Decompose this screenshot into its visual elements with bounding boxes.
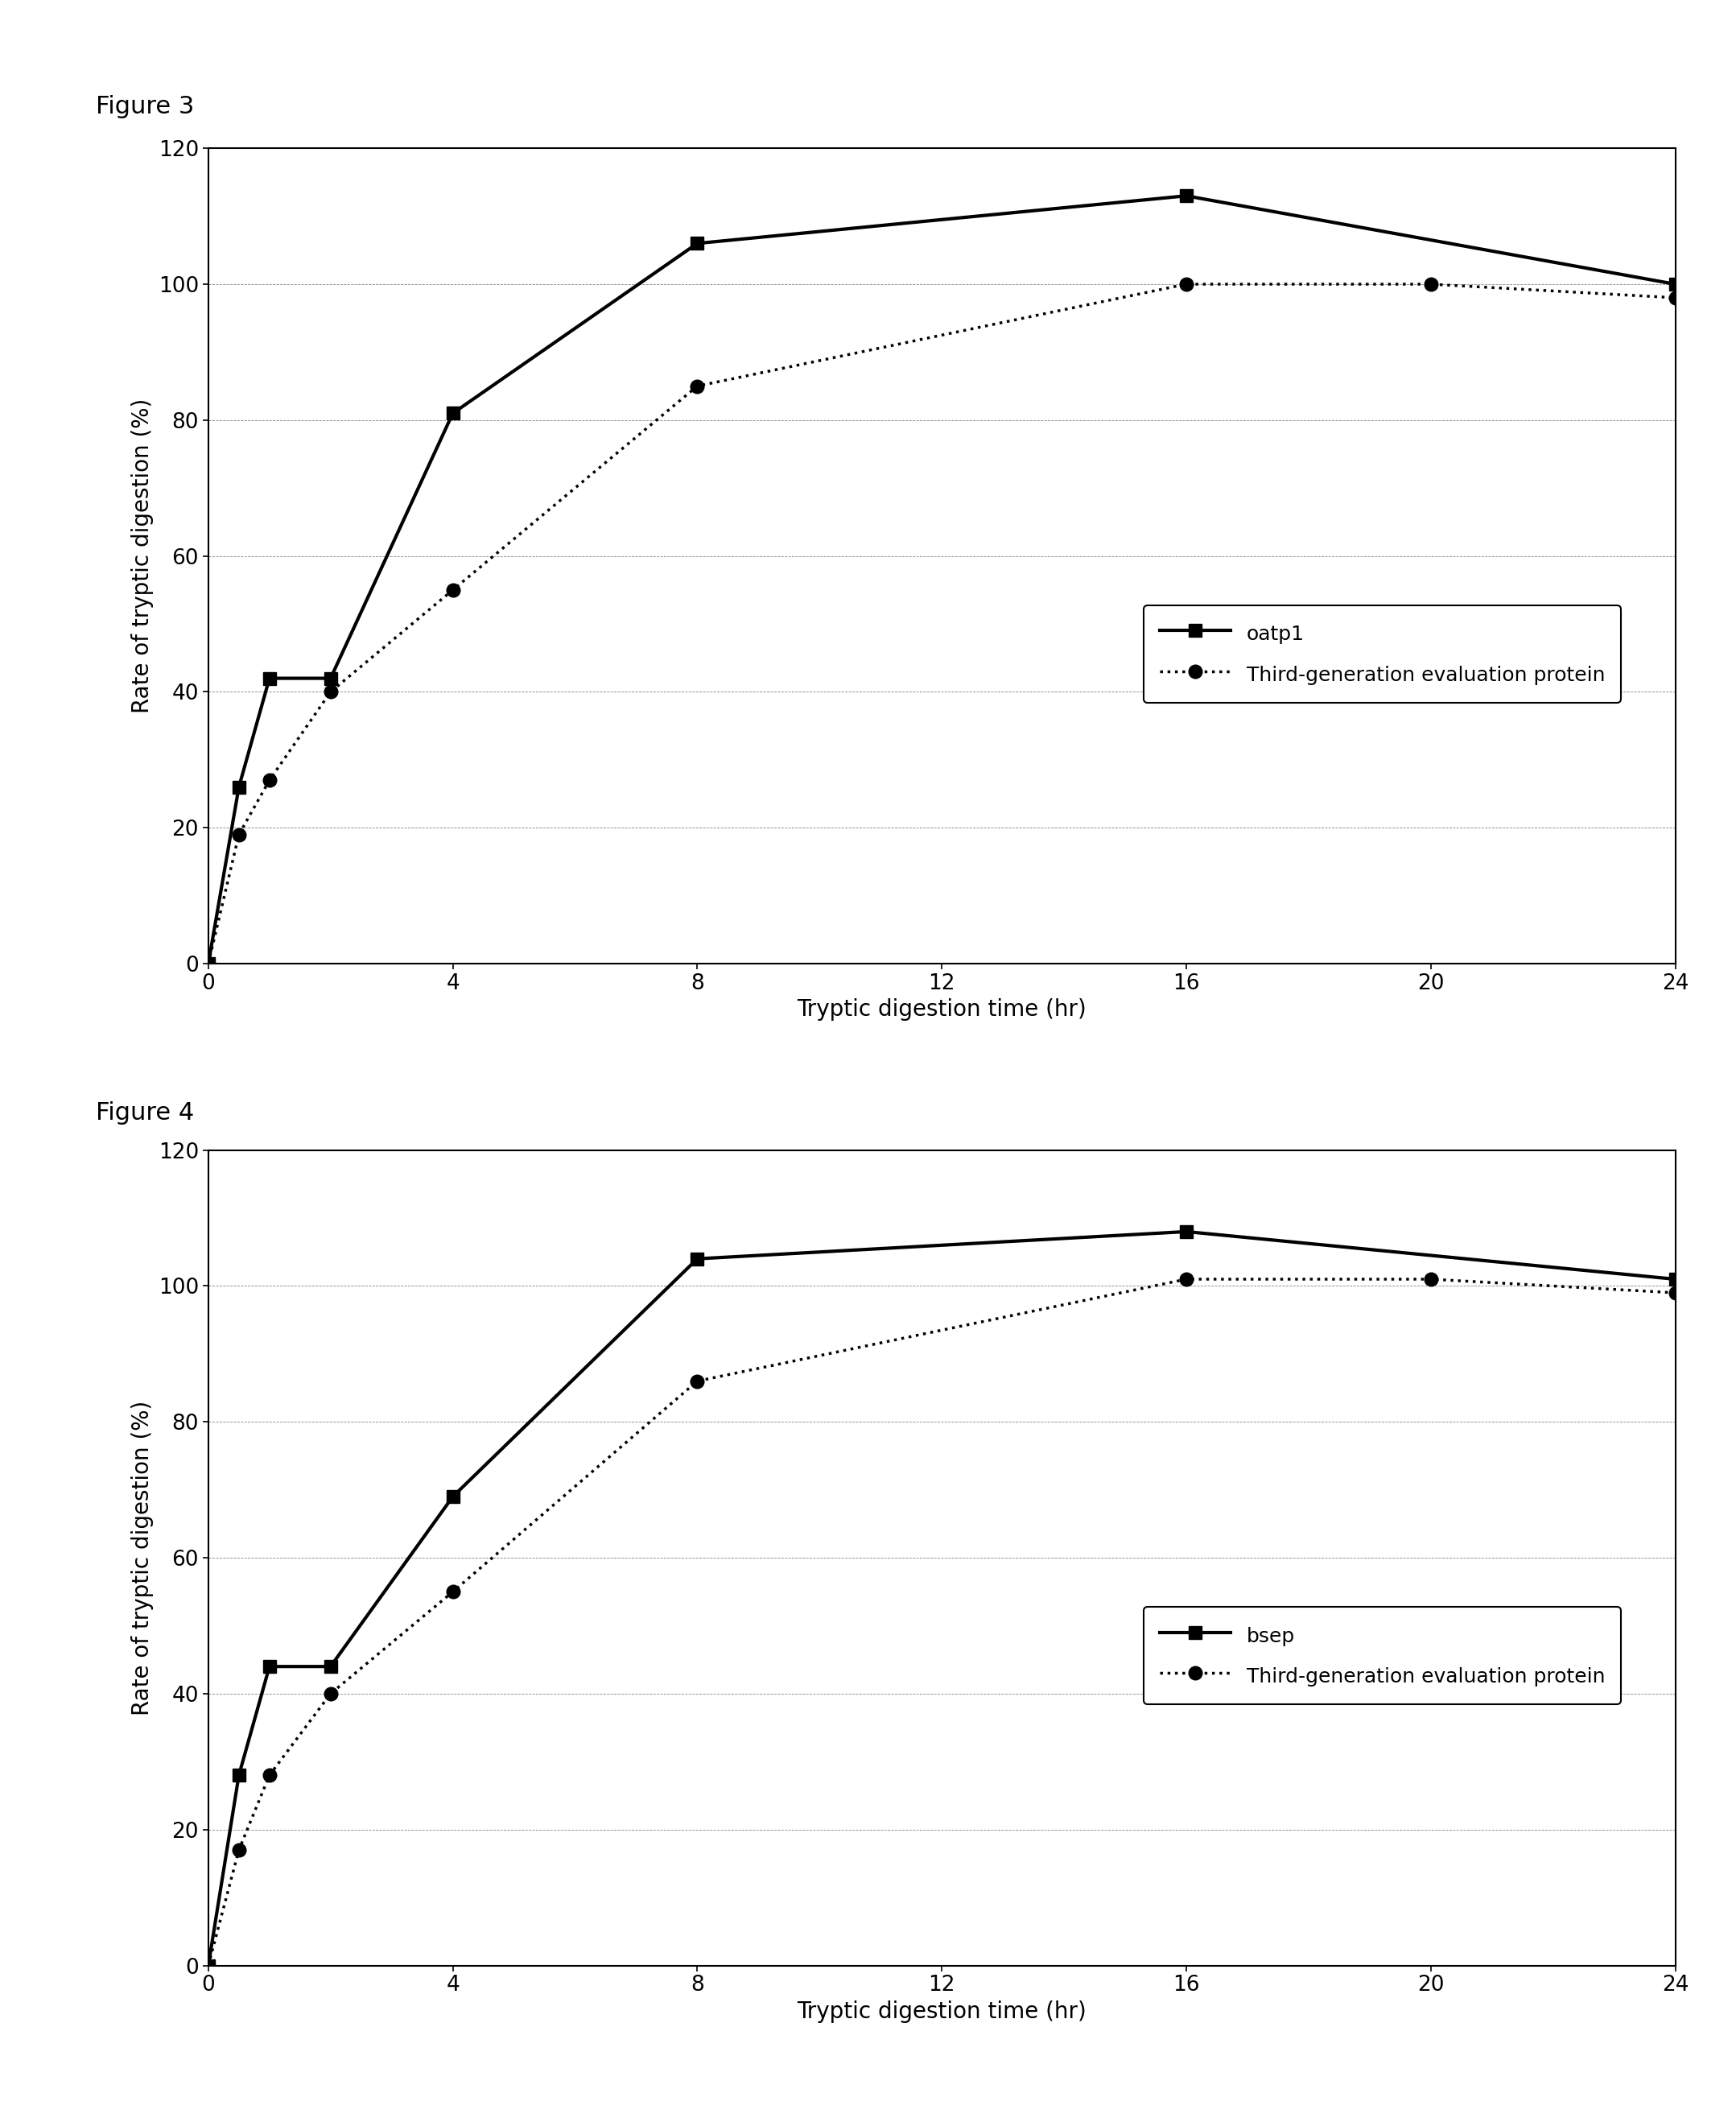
Y-axis label: Rate of tryptic digestion (%): Rate of tryptic digestion (%) (132, 398, 155, 714)
Text: Figure 4: Figure 4 (95, 1101, 194, 1125)
Legend: bsep, Third-generation evaluation protein: bsep, Third-generation evaluation protei… (1144, 1608, 1621, 1705)
Y-axis label: Rate of tryptic digestion (%): Rate of tryptic digestion (%) (132, 1400, 155, 1716)
Text: Figure 3: Figure 3 (95, 95, 194, 119)
X-axis label: Tryptic digestion time (hr): Tryptic digestion time (hr) (797, 998, 1087, 1021)
X-axis label: Tryptic digestion time (hr): Tryptic digestion time (hr) (797, 1999, 1087, 2023)
Legend: oatp1, Third-generation evaluation protein: oatp1, Third-generation evaluation prote… (1144, 606, 1621, 703)
